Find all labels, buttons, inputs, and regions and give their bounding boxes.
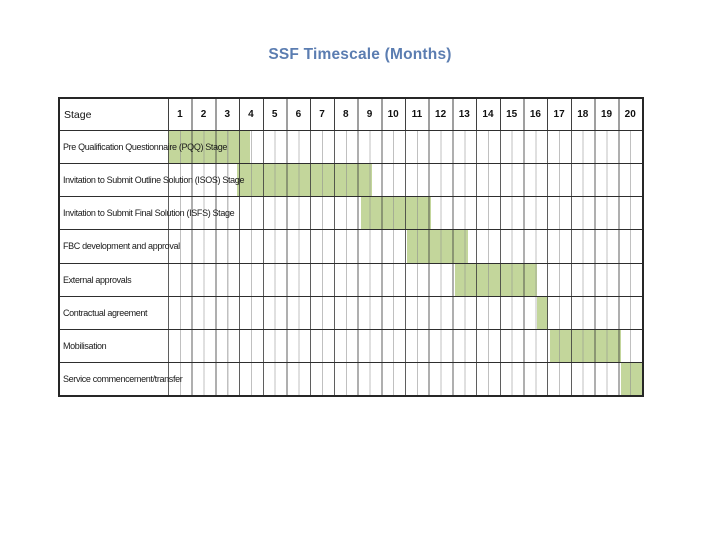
- gantt-timeline-cell: [168, 329, 642, 362]
- month-header-cell: 11: [411, 109, 423, 120]
- month-gridlines: [168, 362, 642, 395]
- month-header-cell: 4: [248, 109, 254, 120]
- gantt-row: Contractual agreement: [60, 295, 642, 329]
- gantt-row: Service commencement/transfer: [60, 361, 642, 395]
- month-header-cell: 19: [600, 109, 613, 120]
- months-header: 1 2 3 4 5 6 7 8 9 10 11 12 13 14 15 16 17 18 19 20: [168, 99, 642, 130]
- month-gridlines: [168, 263, 642, 296]
- month-header-cell: 16: [529, 109, 541, 120]
- gantt-timeline-cell: [168, 197, 642, 230]
- stage-label: Service commencement/transfer: [63, 373, 183, 384]
- month-gridlines: [168, 230, 642, 263]
- stage-label: Mobilisation: [63, 340, 107, 351]
- month-header-cell: 7: [319, 109, 325, 120]
- gantt-row: External approvals: [60, 262, 642, 296]
- gantt-row: FBC development and approval: [60, 229, 642, 263]
- month-gridlines: [168, 197, 642, 230]
- gantt-timeline-cell: [168, 230, 642, 263]
- gantt-timeline-cell: [168, 164, 642, 197]
- month-header-cell: 8: [342, 109, 349, 120]
- month-header-cell: 13: [458, 109, 470, 120]
- gantt-timeline-cell: [168, 362, 642, 395]
- month-gridlines: [168, 296, 642, 329]
- slide-title: SSF Timescale (Months): [268, 46, 452, 63]
- month-header-cell: 20: [624, 109, 636, 120]
- month-header-cell: 18: [577, 109, 589, 120]
- month-gridlines: [168, 164, 642, 197]
- month-gridlines: [168, 131, 642, 164]
- month-header-cell: 5: [271, 109, 278, 120]
- gantt-timeline-cell: [168, 296, 642, 329]
- stage-label: Contractual agreement: [63, 307, 148, 318]
- month-header-cell: 10: [387, 109, 399, 120]
- month-gridlines: [168, 329, 642, 362]
- month-header-cell: 1: [177, 109, 183, 120]
- stage-label: External approvals: [63, 274, 132, 285]
- month-header-cell: 12: [435, 109, 447, 120]
- stage-column-header: Stage: [64, 108, 92, 121]
- month-header-cell: 3: [224, 109, 231, 120]
- month-header-cell: 2: [200, 109, 207, 120]
- gantt-row: Invitation to Submit Final Solution (ISF…: [60, 196, 642, 230]
- gantt-row: Invitation to Submit Outline Solution (I…: [60, 163, 642, 197]
- gantt-timeline-cell: [168, 131, 642, 164]
- gantt-header-row: Stage 1 2 3 4 5 6 7 8 9 10 11 12 13 14 15 16 17 18 19 20: [60, 99, 642, 130]
- gantt-row: Pre Qualification Questionnaire (PQQ) St…: [60, 130, 642, 164]
- gantt-table: Stage 1 2 3 4 5 6 7 8 9 10 11 12 13 14 15 16 17 18 19 20 Pr…: [58, 97, 644, 397]
- month-header-cell: 17: [553, 109, 565, 120]
- month-header-cell: 14: [482, 109, 494, 120]
- gantt-body: Pre Qualification Questionnaire (PQQ) St…: [60, 130, 642, 395]
- month-header-cell: 15: [506, 109, 518, 120]
- gantt-timeline-cell: [168, 263, 642, 296]
- stage-label: FBC development and approval: [63, 241, 180, 252]
- month-header-cell: 9: [366, 109, 373, 120]
- gantt-row: Mobilisation: [60, 328, 642, 362]
- month-header-cell: 6: [295, 109, 302, 120]
